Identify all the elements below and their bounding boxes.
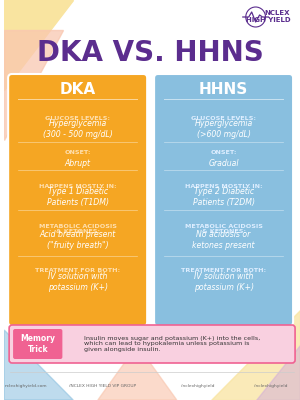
Text: Gradual: Gradual (208, 158, 239, 168)
Text: NCLEX
HIGH YIELD: NCLEX HIGH YIELD (245, 10, 290, 23)
Polygon shape (256, 345, 300, 400)
Text: Type 2 Diabetic
Patients (T2DM): Type 2 Diabetic Patients (T2DM) (193, 187, 255, 207)
Text: Type 1 Diabetic
Patients (T1DM): Type 1 Diabetic Patients (T1DM) (47, 187, 109, 207)
Text: HHNS: HHNS (199, 82, 248, 96)
FancyBboxPatch shape (13, 329, 62, 359)
Text: Abrupt: Abrupt (65, 158, 91, 168)
Text: /nclexhighyield: /nclexhighyield (254, 384, 287, 388)
Polygon shape (98, 345, 177, 400)
Text: DKA: DKA (60, 82, 96, 96)
FancyBboxPatch shape (9, 325, 295, 363)
Text: /nclexhighyield: /nclexhighyield (181, 384, 214, 388)
Polygon shape (211, 310, 300, 400)
Text: Hyperglycemia
(300 - 500 mg/dL): Hyperglycemia (300 - 500 mg/dL) (43, 119, 112, 139)
Text: Memory
Trick: Memory Trick (20, 334, 55, 354)
Text: No acidosis or
ketones present: No acidosis or ketones present (192, 230, 255, 250)
Polygon shape (4, 330, 73, 400)
Text: Insulin moves sugar and potassium (K+) into the cells,
which can lead to hypokal: Insulin moves sugar and potassium (K+) i… (84, 336, 260, 352)
Text: IV solution with
potassium (K+): IV solution with potassium (K+) (48, 272, 108, 292)
Text: DKA VS. HHNS: DKA VS. HHNS (37, 39, 263, 67)
Text: nclexhighyield.com: nclexhighyield.com (4, 384, 47, 388)
Text: Acid breath present
("fruity breath"): Acid breath present ("fruity breath") (40, 230, 116, 250)
Text: TREATMENT FOR BOTH:: TREATMENT FOR BOTH: (35, 268, 120, 274)
Polygon shape (4, 0, 73, 90)
FancyBboxPatch shape (154, 74, 293, 326)
Text: GLUCOSE LEVELS:: GLUCOSE LEVELS: (45, 116, 110, 120)
Text: IV solution with
potassium (K+): IV solution with potassium (K+) (194, 272, 254, 292)
Text: Hyperglycemia
(>600 mg/dL): Hyperglycemia (>600 mg/dL) (194, 119, 253, 139)
Polygon shape (4, 30, 63, 140)
Text: /NCLEX HIGH YIELD VIP GROUP: /NCLEX HIGH YIELD VIP GROUP (69, 384, 136, 388)
FancyBboxPatch shape (8, 74, 147, 326)
Text: HAPPENS MOSTLY IN:: HAPPENS MOSTLY IN: (185, 184, 262, 188)
Text: GLUCOSE LEVELS:: GLUCOSE LEVELS: (191, 116, 256, 120)
Text: HAPPENS MOSTLY IN:: HAPPENS MOSTLY IN: (39, 184, 116, 188)
Text: TREATMENT FOR BOTH:: TREATMENT FOR BOTH: (181, 268, 266, 274)
Text: METABOLIC ACIDOSIS
& KETONES:: METABOLIC ACIDOSIS & KETONES: (39, 224, 117, 234)
Text: METABOLIC ACIDOSIS
& KETONES:: METABOLIC ACIDOSIS & KETONES: (184, 224, 262, 234)
Text: ONSET:: ONSET: (210, 150, 237, 154)
Text: ONSET:: ONSET: (64, 150, 91, 154)
